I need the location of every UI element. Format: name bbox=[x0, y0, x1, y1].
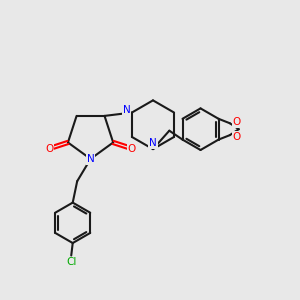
Text: N: N bbox=[149, 138, 157, 148]
Text: N: N bbox=[123, 106, 130, 116]
Text: O: O bbox=[233, 132, 241, 142]
Text: Cl: Cl bbox=[66, 257, 76, 267]
Text: O: O bbox=[233, 117, 241, 127]
Text: N: N bbox=[87, 154, 94, 164]
Text: O: O bbox=[45, 143, 53, 154]
Text: O: O bbox=[128, 143, 136, 154]
